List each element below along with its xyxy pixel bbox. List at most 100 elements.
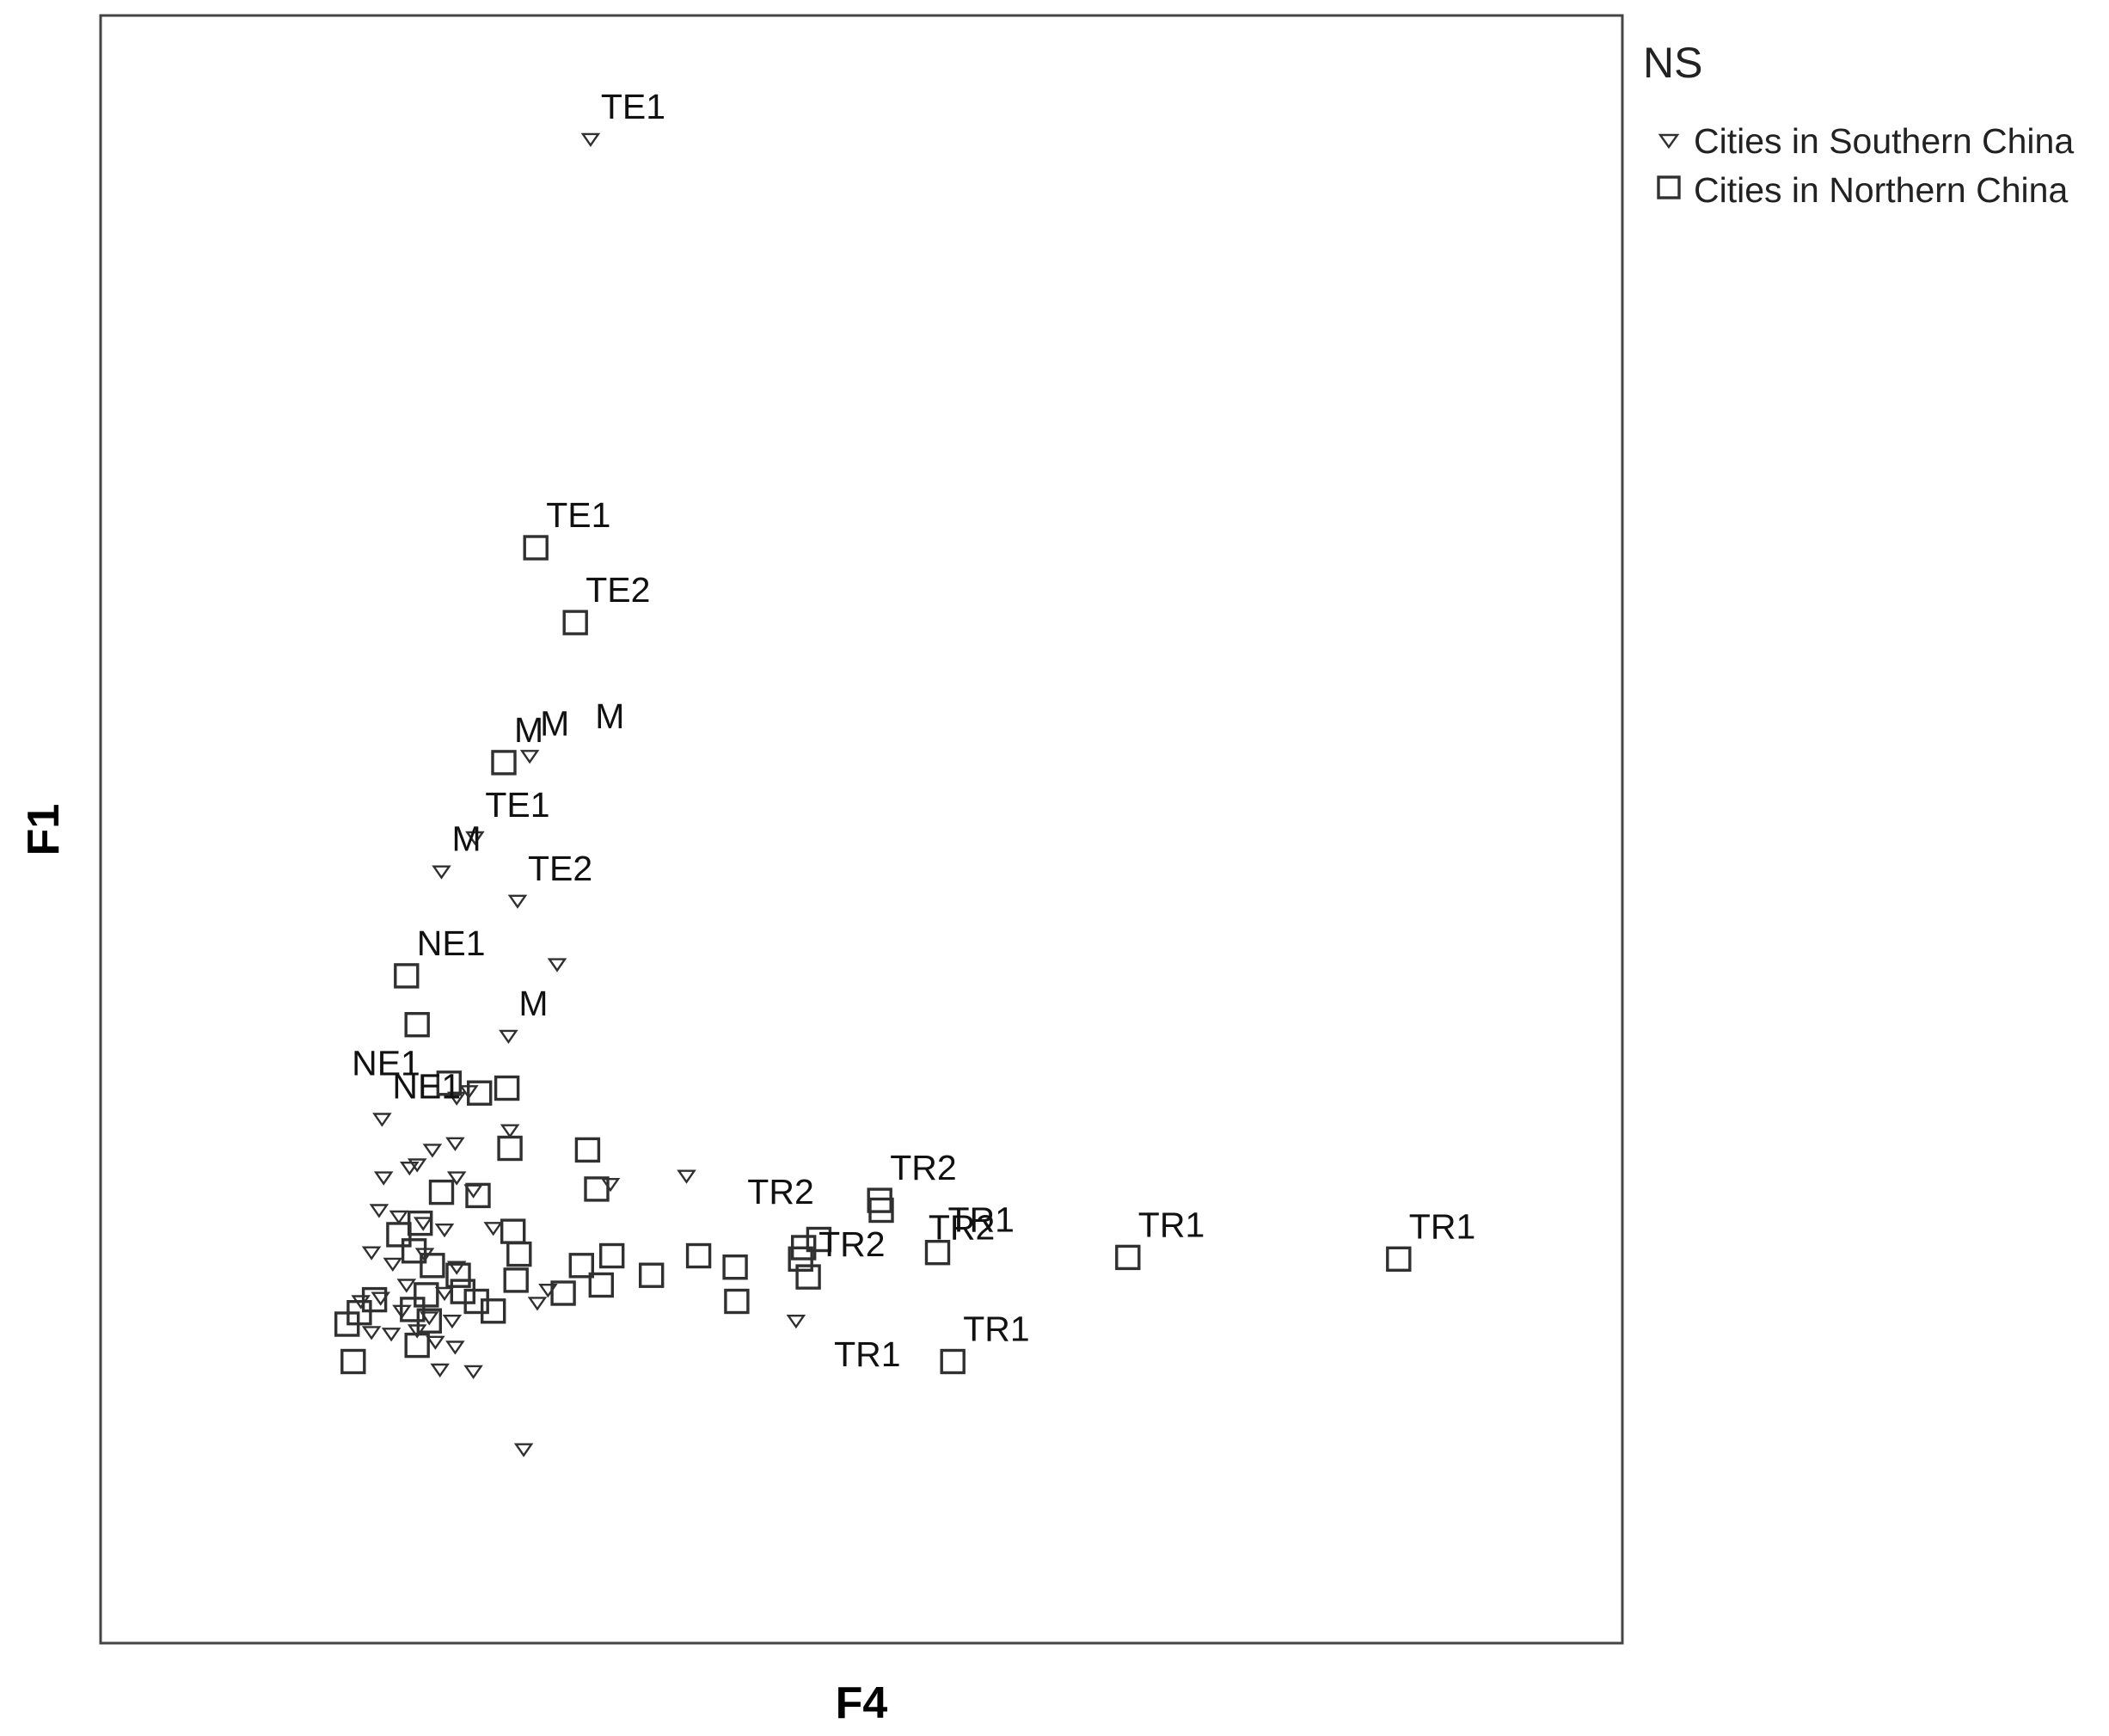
- point-northern-china: [497, 1135, 523, 1162]
- point-southern-china: [446, 1261, 467, 1275]
- point-northern-china: [428, 1179, 455, 1205]
- point-label: TR1: [834, 1334, 900, 1374]
- data-points: [334, 132, 1412, 1457]
- point-northern-china: [361, 1286, 388, 1313]
- point-label: TR2: [929, 1208, 995, 1248]
- point-southern-china: [426, 1335, 445, 1350]
- point-southern-china: [361, 1326, 382, 1340]
- legend-triangle-icon: [1658, 133, 1680, 150]
- point-label: TR1: [963, 1310, 1029, 1349]
- point-southern-china: [383, 1257, 403, 1273]
- point-label: M: [514, 710, 543, 750]
- plot-frame: [99, 14, 1624, 1645]
- point-northern-china: [494, 1075, 520, 1101]
- point-label: NE1: [352, 1043, 420, 1083]
- point-northern-china: [414, 1282, 439, 1308]
- point-northern-china: [491, 750, 517, 776]
- point-southern-china: [432, 865, 451, 880]
- point-label: TR1: [1409, 1206, 1475, 1246]
- point-label: TE1: [601, 87, 665, 126]
- point-label: M: [518, 984, 548, 1023]
- legend-square-icon: [1657, 175, 1681, 199]
- point-label: M: [540, 703, 569, 743]
- point-southern-china: [463, 1365, 483, 1380]
- point-northern-china: [868, 1197, 894, 1224]
- point-northern-china: [568, 1253, 594, 1279]
- point-label: M: [452, 819, 481, 859]
- point-northern-china: [334, 1311, 360, 1337]
- point-northern-china: [436, 1070, 462, 1096]
- point-southern-china: [361, 1246, 382, 1261]
- point-southern-china: [513, 1443, 534, 1457]
- point-northern-china: [940, 1348, 966, 1375]
- point-label: TR2: [747, 1172, 813, 1212]
- point-label: TR1: [948, 1200, 1015, 1240]
- point-label: NE1: [392, 1067, 461, 1107]
- point-northern-china: [806, 1226, 832, 1253]
- point-southern-china: [407, 1158, 427, 1173]
- point-southern-china: [373, 1171, 394, 1186]
- point-northern-china: [639, 1262, 665, 1288]
- point-northern-china: [404, 1011, 430, 1038]
- point-southern-china: [519, 750, 540, 764]
- point-northern-china: [562, 610, 588, 635]
- point-label: TE2: [528, 849, 592, 888]
- point-southern-china: [400, 1162, 420, 1176]
- point-label: TR1: [1138, 1205, 1205, 1244]
- legend-title: NS: [1643, 39, 1702, 87]
- point-label: TR2: [890, 1148, 956, 1187]
- point-northern-china: [408, 1210, 433, 1236]
- point-northern-china: [584, 1176, 610, 1202]
- point-northern-china: [795, 1264, 821, 1290]
- point-northern-china: [550, 1280, 576, 1306]
- point-northern-china: [685, 1242, 712, 1269]
- point-southern-china: [483, 1222, 503, 1236]
- point-southern-china: [434, 1286, 455, 1302]
- point-southern-china: [507, 894, 528, 909]
- point-northern-china: [416, 1308, 442, 1334]
- point-northern-china: [1386, 1246, 1412, 1273]
- point-southern-china: [430, 1363, 450, 1378]
- point-southern-china: [389, 1210, 409, 1225]
- point-northern-china: [722, 1254, 748, 1280]
- point-southern-china: [442, 1315, 463, 1329]
- point-northern-china: [574, 1137, 601, 1163]
- point-label: TE1: [485, 785, 549, 825]
- legend-label-southern: Cities in Southern China: [1694, 121, 2074, 161]
- point-northern-china: [724, 1288, 750, 1315]
- point-southern-china: [465, 831, 485, 846]
- point-southern-china: [446, 1091, 467, 1106]
- point-northern-china: [394, 963, 420, 989]
- point-southern-china: [445, 1137, 465, 1151]
- point-southern-china: [369, 1204, 389, 1218]
- point-northern-china: [506, 1241, 532, 1267]
- y-axis-title: F1: [19, 804, 69, 856]
- point-southern-china: [413, 1217, 433, 1231]
- point-northern-china: [481, 1298, 506, 1324]
- point-label: TE1: [546, 495, 610, 535]
- point-label: TE2: [585, 570, 650, 610]
- point-northern-china: [340, 1348, 366, 1375]
- point-southern-china: [372, 1113, 392, 1127]
- point-southern-china: [434, 1224, 455, 1238]
- point-label: M: [595, 696, 624, 736]
- point-southern-china: [396, 1279, 417, 1293]
- point-southern-china: [547, 958, 567, 972]
- point-northern-china: [924, 1239, 951, 1266]
- point-northern-china: [467, 1080, 493, 1106]
- point-northern-china: [401, 1238, 427, 1264]
- point-southern-china: [422, 1144, 443, 1158]
- x-axis-title: F4: [836, 1678, 888, 1728]
- point-northern-china: [503, 1267, 529, 1293]
- point-southern-china: [786, 1315, 806, 1329]
- point-southern-china: [677, 1169, 696, 1184]
- point-southern-china: [499, 1029, 518, 1045]
- point-northern-china: [445, 1262, 471, 1288]
- legend-label-northern: Cities in Northern China: [1694, 170, 2068, 210]
- point-northern-china: [788, 1246, 813, 1273]
- point-southern-china: [580, 132, 601, 148]
- point-southern-china: [420, 1311, 439, 1326]
- point-northern-china: [599, 1242, 625, 1269]
